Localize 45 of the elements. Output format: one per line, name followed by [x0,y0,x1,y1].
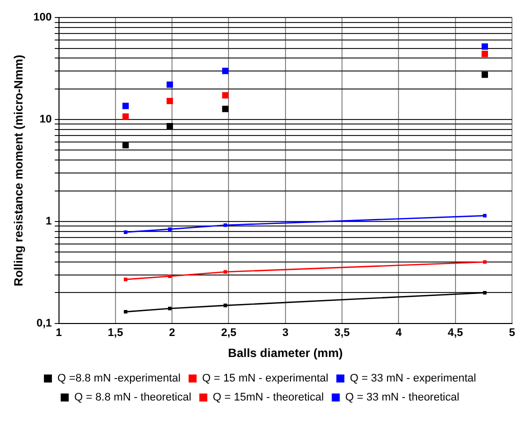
x-axis-title: Balls diameter (mm) [228,346,343,360]
point [483,214,487,218]
x-tick-label: 4 [396,327,403,340]
y-tick-label: 1 [46,216,52,228]
point [224,304,228,308]
x-tick-label: 2,5 [221,327,236,340]
point [168,274,172,278]
point [166,123,173,130]
point [482,43,488,50]
x-tick-label: 5 [508,327,516,340]
point [122,142,129,148]
x-tick-label: 1 [56,327,62,340]
point [124,230,128,234]
x-tick-label: 4,5 [448,327,463,340]
x-tick-label: 2 [169,327,176,340]
point [122,102,129,110]
point [482,50,488,58]
y-tick-label: 10 [40,114,52,126]
point [224,270,228,274]
point [222,106,229,112]
legend-label: Q = 15 mN - experimental [202,372,328,385]
point [483,260,487,264]
point [124,310,128,314]
point [166,98,173,104]
point [222,68,229,74]
x-tick-label: 1,5 [108,327,124,340]
point [224,223,228,227]
point [222,92,229,98]
point [166,81,173,88]
point [124,278,128,282]
y-tick-label: 100 [33,12,52,24]
x-tick-label: 3,5 [334,327,350,340]
legend-label: Q = 33 mN - experimental [350,372,476,385]
y-axis-title: Rolling resistance moment (micro-Nmm) [12,54,26,286]
y-tick-label: 0,1 [36,317,52,330]
point [482,72,488,78]
legend-label: Q = 33 mN - theoretical [345,392,460,404]
legend-label: Q = 8.8 mN - theoretical [74,392,192,404]
legend-label: Q = 15mN - theoretical [212,392,324,404]
point [168,306,172,310]
point [483,290,487,294]
point [122,113,129,120]
x-tick-label: 3 [282,327,288,340]
legend-label: Q =8.8 mN -experimental [57,372,181,385]
point [168,227,172,231]
